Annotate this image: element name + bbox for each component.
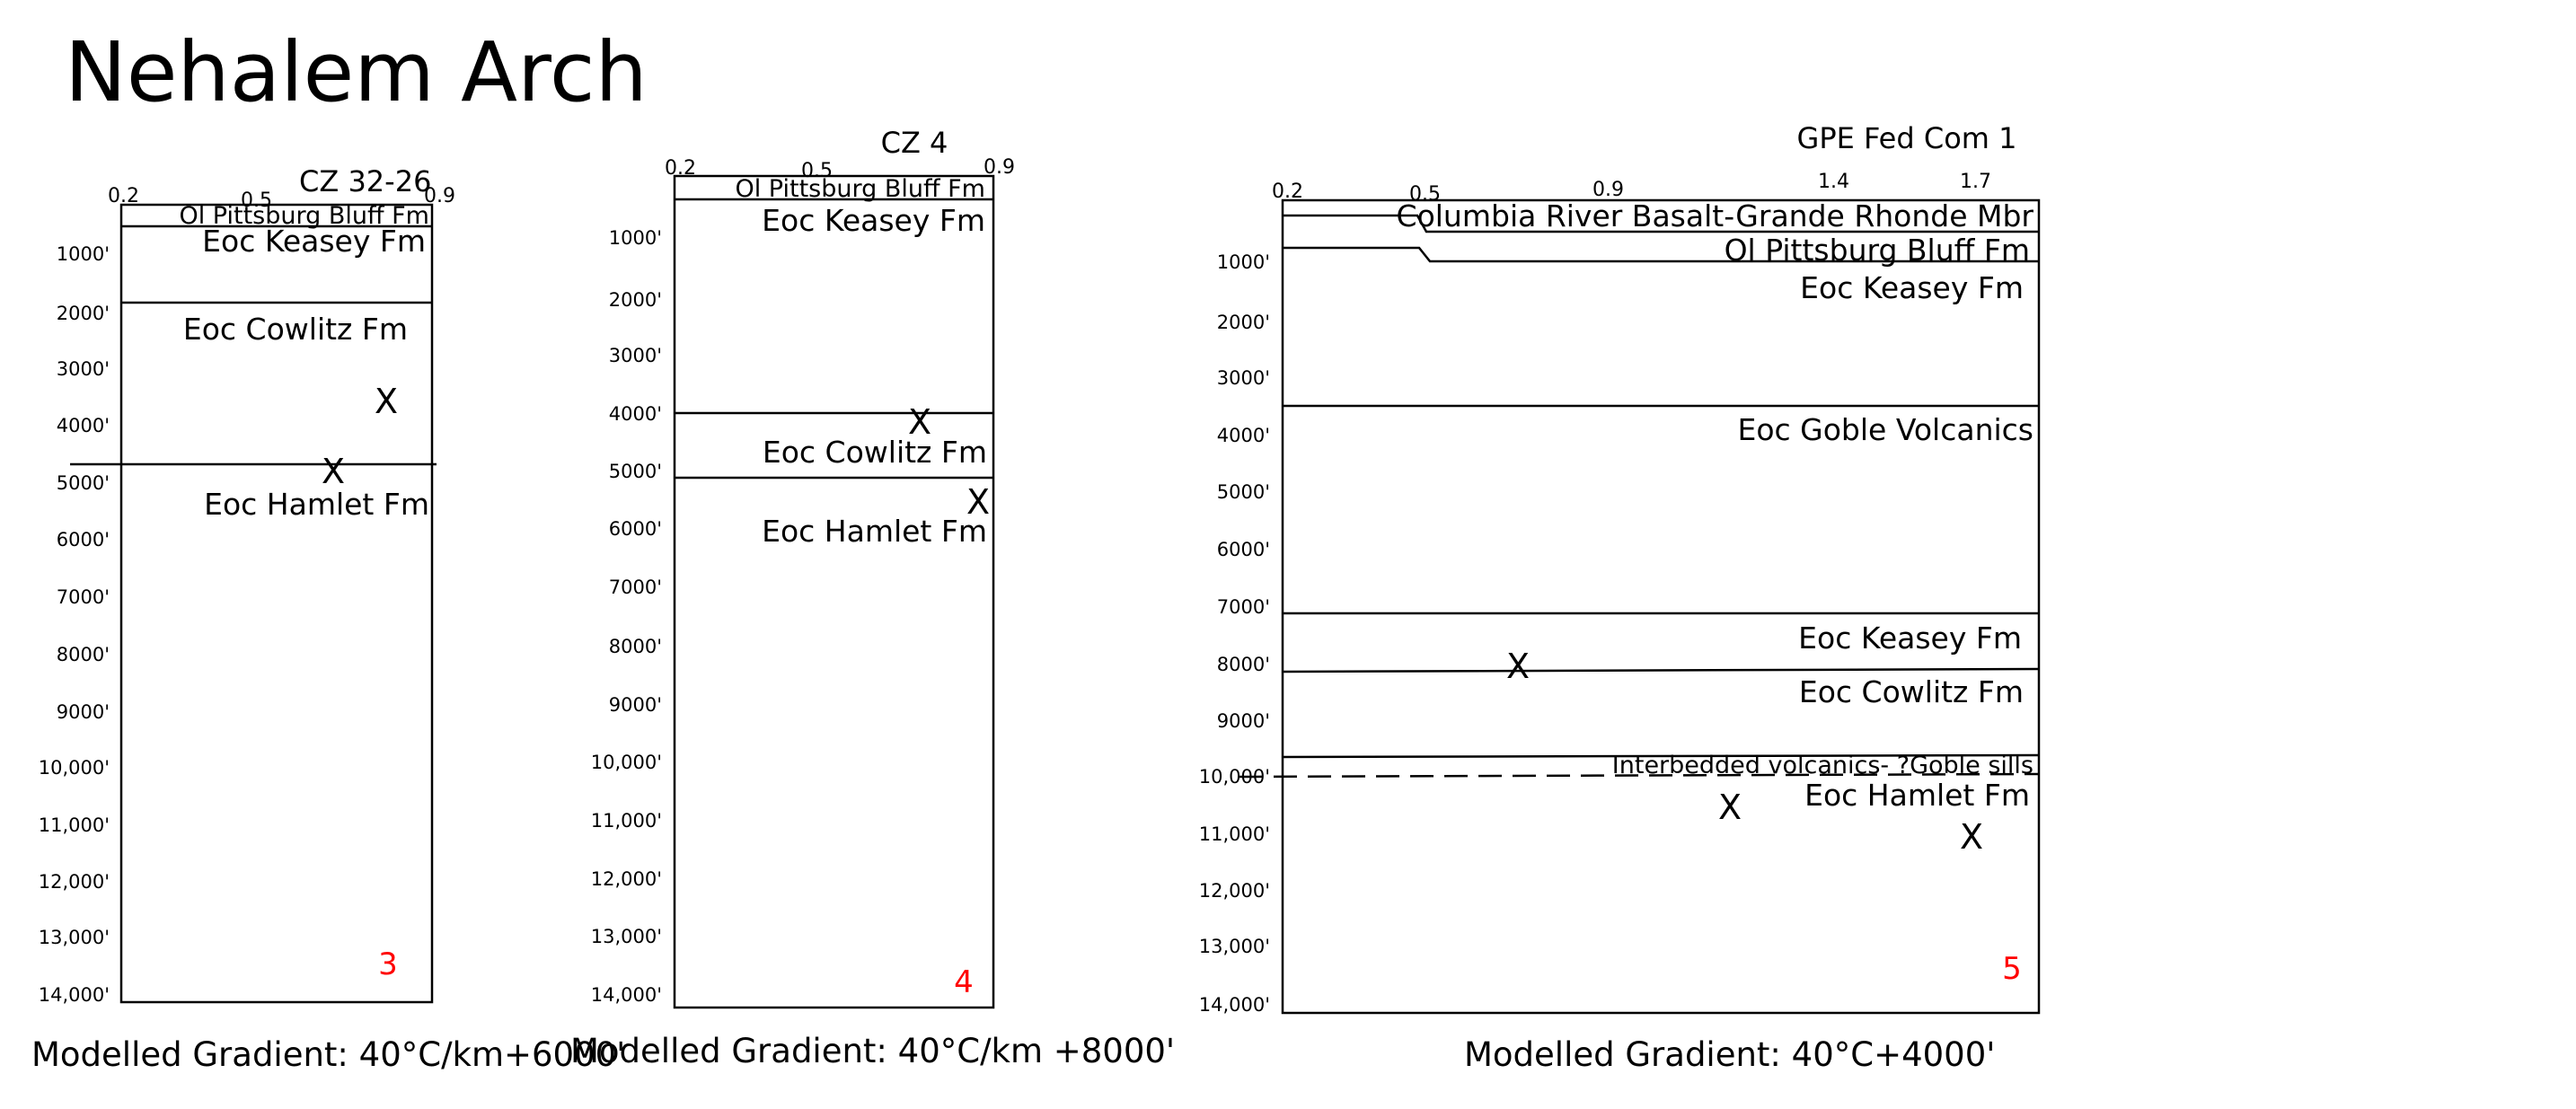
depth-label: 9000' [57, 701, 110, 723]
depth-label: 11,000' [39, 814, 110, 836]
depth-label: 8000' [57, 644, 110, 665]
formation-label: Eoc Keasey Fm [202, 224, 426, 259]
formation-label: Eoc Cowlitz Fm [1799, 674, 2024, 709]
depth-label: 6000' [609, 518, 662, 540]
depth-label: 14,000' [591, 984, 662, 1006]
formation-label: Eoc Keasey Fm [762, 203, 985, 238]
formation-label: Eoc Cowlitz Fm [763, 435, 987, 470]
depth-label: 10,000' [39, 757, 110, 779]
sample-mark: X [322, 452, 345, 491]
panel-number: 4 [954, 964, 974, 1000]
sample-mark: X [1960, 817, 1983, 857]
depth-label: 9000' [609, 694, 662, 716]
depth-label: 3000' [609, 345, 662, 366]
depth-label: 11,000' [1199, 823, 1270, 845]
depth-label: 2000' [57, 303, 110, 324]
formation-label: Eoc Goble Volcanics [1737, 412, 2033, 447]
formation-label: Interbedded volcanics- ?Goble sills [1612, 752, 2033, 779]
panel-caption: Modelled Gradient: 40°C+4000' [1464, 1035, 1995, 1074]
panel-caption: Modelled Gradient: 40°C/km+6000' [31, 1035, 625, 1074]
depth-label: 4000' [1217, 425, 1270, 446]
scale-label: 0.9 [1592, 179, 1624, 201]
formation-boundary [1283, 214, 2039, 233]
depth-label: 12,000' [39, 871, 110, 893]
panel-gpe-fed-com-1: GPE Fed Com 1 0.2 0.5 0.9 1.4 1.7 1000' … [1199, 121, 2041, 1074]
well-column [119, 203, 434, 1004]
formation-label: Columbia River Basalt-Grande Rhonde Mbr [1397, 198, 2034, 233]
depth-label: 10,000' [591, 752, 662, 773]
depth-label: 1000' [57, 243, 110, 265]
depth-label: 7000' [57, 586, 110, 608]
panel-cz-32-26: CZ 32-26 0.2 0.5 0.9 1000' 2000' 3000' 4… [31, 164, 625, 1074]
depth-label: 13,000' [1199, 936, 1270, 957]
depth-label: 5000' [1217, 481, 1270, 503]
depth-label: 12,000' [1199, 880, 1270, 902]
scale-label: 1.4 [1818, 171, 1849, 193]
depth-label: 4000' [609, 403, 662, 425]
well-column [1281, 198, 2041, 1015]
depth-label: 1000' [1217, 251, 1270, 273]
well-name: CZ 4 [881, 126, 948, 160]
depth-label: 14,000' [39, 984, 110, 1006]
formation-label: Eoc Keasey Fm [1798, 621, 2022, 656]
panel-caption: Modelled Gradient: 40°C/km +8000' [570, 1032, 1175, 1070]
formation-label: Eoc Hamlet Fm [762, 514, 987, 549]
depth-label: 3000' [57, 358, 110, 380]
sample-mark: X [966, 482, 990, 522]
depth-label: 4000' [57, 415, 110, 436]
formation-boundary-dashed [1239, 772, 2040, 779]
depth-label: 9000' [1217, 710, 1270, 732]
well-name: CZ 32-26 [299, 164, 431, 198]
depth-label: 6000' [57, 529, 110, 550]
depth-label: 14,000' [1199, 994, 1270, 1016]
sample-mark: X [908, 402, 931, 442]
panel-cz-4: CZ 4 0.2 0.5 0.9 1000' 2000' 3000' 4000'… [570, 126, 1175, 1070]
formation-label: Eoc Cowlitz Fm [183, 312, 408, 347]
depth-label: 7000' [609, 577, 662, 598]
scale-label: 0.5 [801, 160, 833, 182]
depth-label: 12,000' [591, 868, 662, 890]
formation-label: Eoc Hamlet Fm [1804, 778, 2030, 813]
formation-label: Ol Pittsburg Bluff Fm [179, 202, 429, 230]
depth-label: 5000' [609, 461, 662, 482]
scale-label: 0.5 [1409, 183, 1441, 206]
formation-label: Ol Pittsburg Bluff Fm [1725, 233, 2030, 268]
depth-label: 10,000' [1199, 766, 1270, 788]
sample-mark: X [375, 382, 398, 421]
depth-label: 3000' [1217, 367, 1270, 389]
formation-label: Ol Pittsburg Bluff Fm [735, 175, 985, 203]
well-column [673, 174, 995, 1009]
depth-label: 13,000' [591, 926, 662, 947]
formation-boundary [1282, 667, 2040, 673]
depth-label: 1000' [609, 227, 662, 249]
depth-label: 7000' [1217, 596, 1270, 618]
page-title: Nehalem Arch [65, 24, 648, 120]
depth-label: 2000' [1217, 312, 1270, 333]
formation-label: Eoc Keasey Fm [1800, 270, 2024, 305]
depth-label: 8000' [609, 636, 662, 657]
well-name: GPE Fed Com 1 [1797, 121, 2017, 155]
depth-label: 8000' [1217, 654, 1270, 675]
sample-mark: X [1506, 647, 1530, 686]
panel-number: 5 [2002, 951, 2022, 987]
depth-label: 5000' [57, 472, 110, 494]
formation-label: Eoc Hamlet Fm [204, 487, 429, 522]
depth-label: 11,000' [591, 810, 662, 832]
scale-label: 1.7 [1960, 171, 1991, 193]
depth-label: 13,000' [39, 927, 110, 948]
formation-boundary [1283, 246, 2039, 263]
depth-label: 6000' [1217, 539, 1270, 560]
sample-mark: X [1718, 788, 1742, 827]
formation-boundary [1282, 753, 2040, 759]
depth-label: 2000' [609, 289, 662, 311]
panel-number: 3 [378, 946, 398, 982]
scale-label: 0.5 [241, 189, 272, 212]
